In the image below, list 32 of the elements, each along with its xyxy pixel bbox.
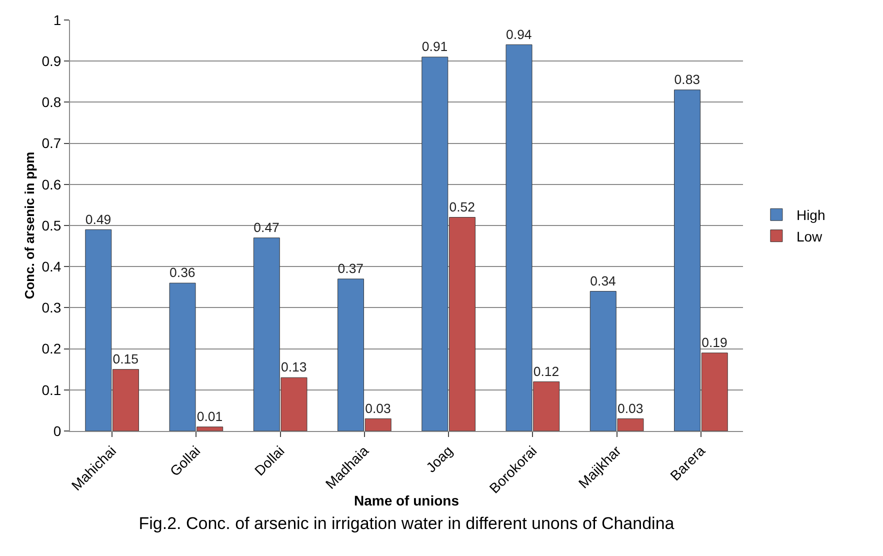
y-tick-label: 0.6: [42, 176, 62, 192]
data-label: 0.15: [112, 352, 138, 367]
text: Fig.2. Conc. of arsenic in irrigation water in different unons of Chandina: [138, 514, 675, 533]
y-axis-title: Conc. of arsenic in ppm: [22, 152, 37, 300]
y-tick-label: 0.2: [42, 340, 62, 357]
y-tick-label: 0.9: [42, 53, 62, 69]
y-tick-label: 0.3: [42, 300, 62, 316]
x-axis-title: Name of unions: [354, 492, 460, 509]
y-tick-label: 0.7: [42, 135, 62, 152]
data-label: 0.52: [449, 199, 475, 214]
data-label: 0.94: [506, 26, 532, 42]
y-tick-label: 0.5: [42, 217, 62, 234]
data-label: 0.37: [338, 261, 364, 276]
data-label: 0.34: [590, 273, 616, 288]
data-label: 0.91: [422, 39, 448, 54]
y-tick-label: 0.4: [42, 258, 62, 274]
data-label: 0.49: [85, 212, 112, 227]
data-label: 0.47: [254, 220, 280, 235]
data-label: 0.03: [618, 400, 644, 416]
legend-label: High: [796, 207, 826, 224]
data-label: 0.13: [281, 360, 307, 375]
y-tick-label: 0.8: [42, 94, 62, 110]
data-label: 0.12: [533, 364, 560, 379]
legend-label: Low: [796, 228, 824, 244]
data-label: 0.19: [702, 335, 728, 350]
y-tick-label: 0.1: [42, 382, 62, 398]
y-tick-label: 1: [53, 12, 62, 28]
data-label: 0.01: [196, 409, 223, 424]
data-label: 0.36: [170, 265, 196, 280]
y-tick-label: 0: [53, 422, 62, 439]
data-label: 0.03: [365, 400, 391, 416]
data-label: 0.83: [674, 72, 700, 88]
